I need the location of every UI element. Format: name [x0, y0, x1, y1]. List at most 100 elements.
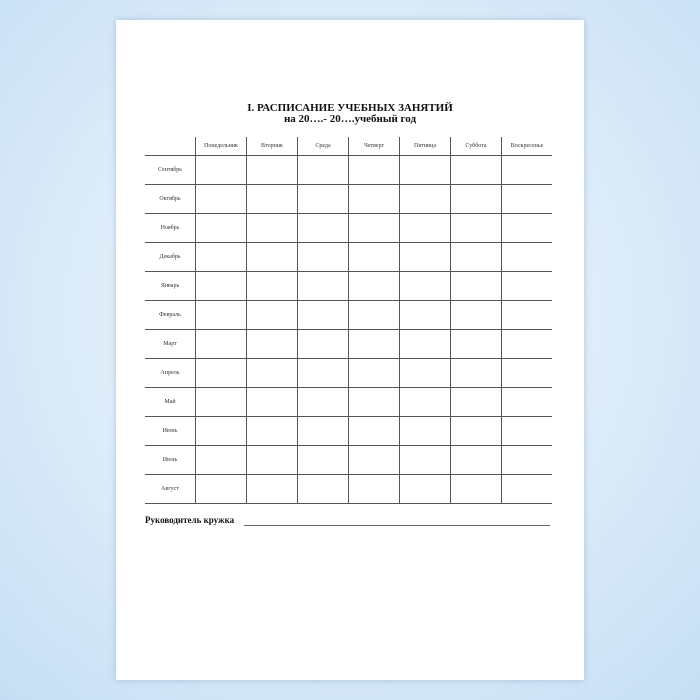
schedule-cell[interactable] — [450, 474, 502, 504]
table-row: Июнь — [145, 416, 552, 446]
schedule-cell[interactable] — [246, 329, 298, 359]
table-row: Сентябрь — [145, 155, 552, 185]
schedule-cell[interactable] — [399, 300, 451, 330]
schedule-cell[interactable] — [246, 184, 298, 214]
schedule-cell[interactable] — [348, 445, 400, 475]
schedule-cell[interactable] — [195, 416, 247, 446]
schedule-cell[interactable] — [450, 300, 502, 330]
signature-line[interactable] — [244, 525, 550, 526]
day-header: Пятница — [399, 137, 451, 156]
schedule-cell[interactable] — [348, 329, 400, 359]
month-label: Октябрь — [145, 184, 196, 214]
schedule-cell[interactable] — [246, 242, 298, 272]
schedule-cell[interactable] — [348, 213, 400, 243]
schedule-cell[interactable] — [450, 242, 502, 272]
schedule-cell[interactable] — [348, 416, 400, 446]
schedule-cell[interactable] — [297, 387, 349, 417]
schedule-cell[interactable] — [297, 300, 349, 330]
schedule-cell[interactable] — [450, 271, 502, 301]
schedule-cell[interactable] — [195, 474, 247, 504]
schedule-cell[interactable] — [399, 242, 451, 272]
month-label: Март — [145, 329, 196, 359]
schedule-cell[interactable] — [399, 329, 451, 359]
schedule-cell[interactable] — [297, 271, 349, 301]
schedule-cell[interactable] — [348, 387, 400, 417]
schedule-cell[interactable] — [195, 300, 247, 330]
schedule-cell[interactable] — [246, 358, 298, 388]
schedule-cell[interactable] — [501, 242, 552, 272]
document-title: I. РАСПИСАНИЕ УЧЕБНЫХ ЗАНЯТИЙ — [247, 102, 453, 114]
schedule-cell[interactable] — [501, 300, 552, 330]
schedule-cell[interactable] — [450, 387, 502, 417]
schedule-cell[interactable] — [348, 474, 400, 504]
schedule-cell[interactable] — [399, 416, 451, 446]
schedule-cell[interactable] — [246, 213, 298, 243]
schedule-cell[interactable] — [501, 387, 552, 417]
table-row: Апрель — [145, 358, 552, 388]
schedule-cell[interactable] — [399, 155, 451, 185]
schedule-cell[interactable] — [450, 358, 502, 388]
schedule-cell[interactable] — [246, 445, 298, 475]
schedule-cell[interactable] — [297, 474, 349, 504]
schedule-cell[interactable] — [450, 445, 502, 475]
day-header: Понедельник — [195, 137, 247, 156]
schedule-cell[interactable] — [348, 242, 400, 272]
schedule-cell[interactable] — [399, 358, 451, 388]
day-header: Среда — [297, 137, 349, 156]
schedule-cell[interactable] — [501, 184, 552, 214]
schedule-cell[interactable] — [246, 416, 298, 446]
schedule-cell[interactable] — [297, 155, 349, 185]
schedule-cell[interactable] — [501, 213, 552, 243]
schedule-cell[interactable] — [501, 155, 552, 185]
document-page: I. РАСПИСАНИЕ УЧЕБНЫХ ЗАНЯТИЙ на 20….- 2… — [116, 20, 584, 680]
schedule-cell[interactable] — [195, 387, 247, 417]
month-label: Август — [145, 474, 196, 504]
schedule-cell[interactable] — [297, 242, 349, 272]
schedule-cell[interactable] — [501, 416, 552, 446]
schedule-cell[interactable] — [195, 271, 247, 301]
schedule-cell[interactable] — [297, 445, 349, 475]
schedule-cell[interactable] — [246, 155, 298, 185]
schedule-cell[interactable] — [246, 387, 298, 417]
schedule-cell[interactable] — [195, 213, 247, 243]
schedule-cell[interactable] — [450, 213, 502, 243]
schedule-cell[interactable] — [348, 358, 400, 388]
month-label: Ноябрь — [145, 213, 196, 243]
schedule-cell[interactable] — [195, 242, 247, 272]
schedule-cell[interactable] — [348, 184, 400, 214]
schedule-cell[interactable] — [348, 155, 400, 185]
schedule-cell[interactable] — [450, 416, 502, 446]
table-row: Август — [145, 474, 552, 504]
schedule-cell[interactable] — [195, 329, 247, 359]
schedule-cell[interactable] — [348, 271, 400, 301]
header-row: Понедельник Вторник Среда Четверг Пятница Суб… — [145, 137, 552, 156]
schedule-cell[interactable] — [501, 329, 552, 359]
schedule-cell[interactable] — [501, 445, 552, 475]
schedule-cell[interactable] — [399, 387, 451, 417]
schedule-cell[interactable] — [450, 329, 502, 359]
schedule-cell[interactable] — [297, 184, 349, 214]
schedule-cell[interactable] — [450, 155, 502, 185]
schedule-cell[interactable] — [195, 155, 247, 185]
schedule-cell[interactable] — [348, 300, 400, 330]
schedule-cell[interactable] — [399, 184, 451, 214]
schedule-cell[interactable] — [399, 271, 451, 301]
schedule-cell[interactable] — [399, 213, 451, 243]
schedule-cell[interactable] — [297, 358, 349, 388]
schedule-cell[interactable] — [195, 184, 247, 214]
schedule-cell[interactable] — [297, 329, 349, 359]
schedule-cell[interactable] — [297, 213, 349, 243]
schedule-cell[interactable] — [399, 445, 451, 475]
schedule-cell[interactable] — [195, 358, 247, 388]
schedule-cell[interactable] — [501, 358, 552, 388]
schedule-cell[interactable] — [246, 300, 298, 330]
schedule-cell[interactable] — [501, 474, 552, 504]
schedule-cell[interactable] — [195, 445, 247, 475]
schedule-cell[interactable] — [297, 416, 349, 446]
schedule-cell[interactable] — [501, 271, 552, 301]
schedule-cell[interactable] — [246, 474, 298, 504]
schedule-cell[interactable] — [399, 474, 451, 504]
month-label: Апрель — [145, 358, 196, 388]
schedule-cell[interactable] — [450, 184, 502, 214]
schedule-cell[interactable] — [246, 271, 298, 301]
